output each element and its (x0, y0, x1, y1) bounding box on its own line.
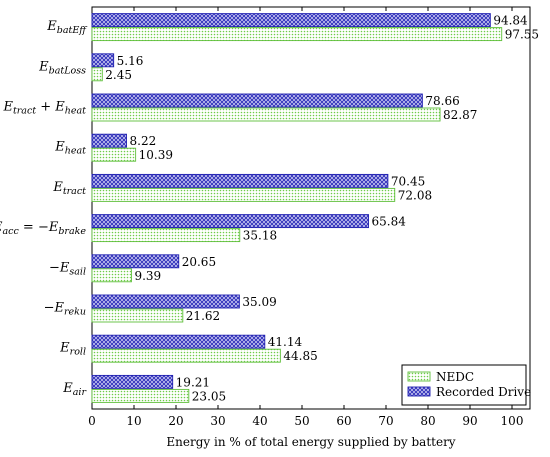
bar-nedc (91, 107, 441, 122)
value-label-nedc: 2.45 (105, 68, 132, 82)
bar-recorded-drive (91, 254, 180, 269)
bar-nedc (91, 388, 190, 403)
bar-recorded-drive (91, 133, 127, 148)
legend-swatch (407, 371, 431, 382)
value-label-nedc: 10.39 (139, 148, 173, 162)
bar-recorded-drive (91, 374, 174, 389)
bar-nedc (91, 268, 132, 283)
legend-swatch (407, 386, 431, 397)
value-label-nedc: 35.18 (243, 229, 277, 243)
value-label-nedc: 21.62 (186, 309, 220, 323)
x-tick-label: 0 (88, 414, 96, 428)
category-label: Eair (62, 381, 87, 398)
value-label-recorded-drive: 78.66 (425, 94, 459, 108)
legend-label: Recorded Drive (436, 385, 531, 399)
value-label-recorded-drive: 8.22 (130, 134, 157, 148)
x-tick-label: 70 (378, 414, 393, 428)
x-tick-label: 40 (252, 414, 267, 428)
value-label-recorded-drive: 35.09 (242, 295, 276, 309)
bar-recorded-drive (91, 294, 240, 309)
x-tick-label: 90 (462, 414, 477, 428)
value-label-recorded-drive: 65.84 (372, 215, 407, 229)
value-label-nedc: 44.85 (283, 349, 317, 363)
x-tick-label: 60 (336, 414, 351, 428)
category-label: Eacc = −Ebrake (0, 220, 86, 237)
bar-nedc (91, 147, 137, 162)
bar-recorded-drive (91, 334, 266, 349)
bar-nedc (91, 187, 396, 202)
x-tick-label: 50 (294, 414, 309, 428)
value-label-recorded-drive: 94.84 (493, 14, 528, 28)
bar-nedc (91, 348, 281, 363)
x-axis-title: Energy in % of total energy supplied by … (166, 435, 455, 449)
x-tick-label: 100 (501, 414, 524, 428)
bar-recorded-drive (91, 13, 491, 28)
category-label: Etract (52, 180, 86, 197)
bar-recorded-drive (91, 53, 115, 68)
category-label: Eheat (54, 140, 86, 157)
value-label-nedc: 9.39 (134, 269, 161, 283)
category-label: Etract + Eheat (2, 100, 86, 117)
bar-nedc (91, 308, 184, 323)
x-tick-label: 80 (420, 414, 435, 428)
bar-nedc (91, 67, 103, 82)
value-label-nedc: 72.08 (398, 188, 432, 202)
value-label-nedc: 82.87 (443, 108, 477, 122)
value-label-recorded-drive: 20.65 (182, 255, 216, 269)
plot-frame (91, 6, 531, 410)
bar-nedc (91, 27, 503, 42)
bar-nedc (91, 228, 241, 243)
bar-recorded-drive (91, 93, 423, 108)
category-label: −Esail (49, 260, 86, 277)
x-tick-label: 10 (126, 414, 141, 428)
category-label: Eroll (59, 341, 86, 358)
x-tick-label: 30 (210, 414, 225, 428)
category-label: −Ereku (44, 301, 86, 318)
value-label-nedc: 97.55 (505, 28, 539, 42)
value-label-recorded-drive: 5.16 (117, 54, 144, 68)
bar-recorded-drive (91, 214, 369, 229)
x-tick-label: 20 (168, 414, 183, 428)
category-label: EbatEff (46, 19, 88, 36)
value-label-recorded-drive: 41.14 (268, 335, 303, 349)
legend-label: NEDC (436, 370, 474, 384)
value-label-recorded-drive: 19.21 (176, 375, 210, 389)
bar-recorded-drive (91, 173, 389, 188)
value-label-nedc: 23.05 (192, 389, 226, 403)
category-label: EbatLoss (38, 59, 86, 76)
value-label-recorded-drive: 70.45 (391, 174, 425, 188)
